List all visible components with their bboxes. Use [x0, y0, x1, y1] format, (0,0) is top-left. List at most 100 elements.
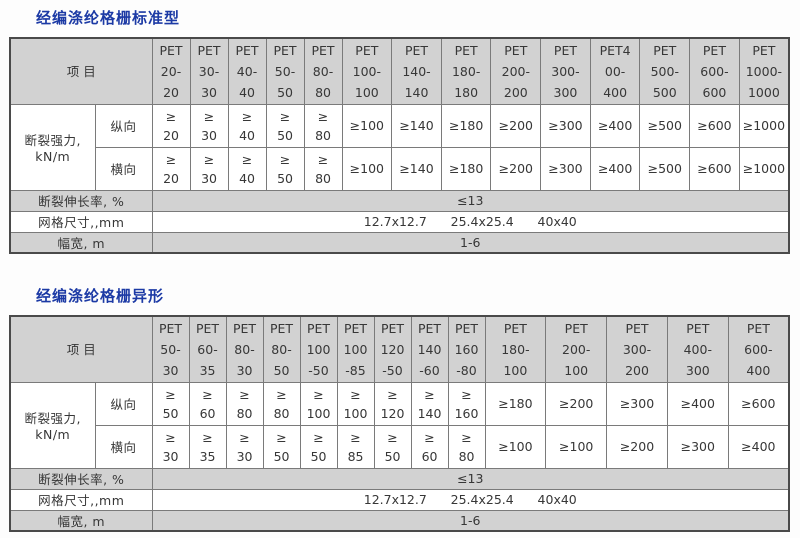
pet-column-header: PET 180- 100	[484, 315, 547, 383]
strength-value-cell: ≥100	[484, 424, 547, 469]
pet-column-header: PET 60- 35	[188, 315, 227, 383]
pet-column-header: PET 600- 600	[689, 37, 740, 105]
strength-value-cell: ≥ 35	[188, 424, 227, 469]
strength-value-cell: ≥300	[666, 424, 729, 469]
pet-column-header: PET 600- 400	[727, 315, 790, 383]
pet-column-header: PET 200- 100	[545, 315, 608, 383]
strength-value-cell: ≥ 80	[447, 424, 486, 469]
breaking-strength-label: 断裂强力, kN/m	[9, 103, 96, 191]
header-row: 项 目 PET 20- 20 PET 30- 30 PET 40- 40 PET 50-…	[9, 37, 790, 105]
pet-column-header: PET 400- 300	[666, 315, 729, 383]
strength-value-cell: ≥600	[689, 103, 740, 148]
elongation-row-label: 断裂伸长率, %	[9, 467, 153, 490]
strength-value-cell: ≥ 50	[151, 381, 190, 426]
strength-value-cell: ≥ 20	[151, 103, 191, 148]
mesh-size-row-value: 12.7x12.7 25.4x25.4 40x40	[151, 210, 790, 233]
pet-column-header: PET 300- 300	[540, 37, 591, 105]
pet-column-header: PET 140- 140	[391, 37, 442, 105]
strength-value-cell: ≥400	[589, 146, 641, 191]
pet-column-header: PET 100- 100	[341, 37, 393, 105]
strength-value-cell: ≥180	[484, 381, 547, 426]
strength-value-cell: ≥ 50	[373, 424, 412, 469]
strength-value-cell: ≥ 80	[225, 381, 264, 426]
strength-value-cell: ≥ 100	[336, 381, 375, 426]
pet-column-header: PET 160 -80	[447, 315, 486, 383]
pet-column-header: PET4 00- 400	[589, 37, 641, 105]
strength-value-cell: ≥300	[540, 103, 591, 148]
longitudinal-row: 断裂强力, kN/m 纵向 ≥ 50 ≥ 60 ≥ 80 ≥ 80 ≥ 100 ≥ 100 ≥ …	[9, 381, 790, 469]
strength-value-cell: ≥180	[440, 103, 492, 148]
strength-value-cell: ≥200	[606, 424, 668, 469]
strength-value-cell: ≥400	[589, 103, 641, 148]
strength-value-cell: ≥ 40	[227, 146, 267, 191]
strength-value-cell: ≥200	[490, 146, 542, 191]
strength-value-cell: ≥200	[545, 381, 608, 426]
strength-value-cell: ≥180	[440, 146, 492, 191]
special-shape-spec-table: 项 目 PET 50- 30 PET 60- 35 PET 80- 30 PET 80-…	[9, 315, 790, 532]
width-row-label: 幅宽, m	[9, 231, 153, 254]
pet-column-header: PET 200- 200	[490, 37, 542, 105]
strength-value-cell: ≥400	[727, 424, 790, 469]
strength-value-cell: ≥ 80	[262, 381, 301, 426]
pet-column-header: PET 100 -50	[299, 315, 338, 383]
strength-value-cell: ≥300	[540, 146, 591, 191]
special-shape-table-container: 项 目 PET 50- 30 PET 60- 35 PET 80- 30 PET 80-…	[9, 315, 791, 532]
longitudinal-row: 断裂强力, kN/m 纵向 ≥ 20 ≥ 30 ≥ 40 ≥ 50 ≥ 80 ≥100 ≥140…	[9, 103, 790, 191]
mesh-size-row-label: 网格尺寸,,mm	[9, 210, 153, 233]
width-row: 幅宽, m 1-6	[9, 509, 790, 532]
strength-value-cell: ≥100	[341, 103, 393, 148]
elongation-row-value: ≤13	[151, 189, 790, 212]
item-header-cell: 项 目	[9, 315, 153, 383]
mesh-size-row: 网格尺寸,,mm 12.7x12.7 25.4x25.4 40x40	[9, 488, 790, 511]
mesh-size-row: 网格尺寸,,mm 12.7x12.7 25.4x25.4 40x40	[9, 210, 790, 233]
strength-value-cell: ≥ 30	[225, 424, 264, 469]
elongation-row: 断裂伸长率, % ≤13	[9, 189, 790, 212]
strength-value-cell: ≥600	[689, 146, 740, 191]
width-row: 幅宽, m 1-6	[9, 231, 790, 254]
pet-column-header: PET 180- 180	[440, 37, 492, 105]
width-row-value: 1-6	[151, 509, 790, 532]
pet-column-header: PET 140 -60	[410, 315, 449, 383]
pet-column-header: PET 1000- 1000	[738, 37, 790, 105]
pet-column-header: PET 30- 30	[189, 37, 229, 105]
breaking-strength-label: 断裂强力, kN/m	[9, 381, 96, 469]
strength-value-cell: ≥ 20	[151, 146, 191, 191]
transverse-row: 横向 ≥ 20 ≥ 30 ≥ 40 ≥ 50 ≥ 80 ≥100 ≥140 ≥180 ≥200 ≥3…	[10, 146, 790, 191]
strength-value-cell: ≥ 50	[299, 424, 338, 469]
strength-value-cell: ≥ 30	[189, 103, 229, 148]
strength-value-cell: ≥300	[606, 381, 668, 426]
strength-value-cell: ≥200	[490, 103, 542, 148]
strength-value-cell: ≥ 60	[410, 424, 449, 469]
strength-value-cell: ≥ 30	[189, 146, 229, 191]
pet-column-header: PET 300- 200	[606, 315, 668, 383]
special-shape-table-title: 经编涤纶格栅异形	[36, 287, 165, 305]
direction-label: 纵向	[94, 103, 153, 148]
mesh-size-row-label: 网格尺寸,,mm	[9, 488, 153, 511]
strength-value-cell: ≥100	[545, 424, 608, 469]
pet-column-header: PET 50- 50	[265, 37, 305, 105]
strength-value-cell: ≥ 160	[447, 381, 486, 426]
strength-value-cell: ≥500	[639, 103, 691, 148]
elongation-row: 断裂伸长率, % ≤13	[9, 467, 790, 490]
item-header-cell: 项 目	[9, 37, 153, 105]
direction-label: 横向	[94, 424, 153, 469]
width-row-value: 1-6	[151, 231, 790, 254]
strength-value-cell: ≥ 50	[262, 424, 301, 469]
width-row-label: 幅宽, m	[9, 509, 153, 532]
strength-value-cell: ≥ 80	[303, 103, 343, 148]
strength-value-cell: ≥ 50	[265, 103, 305, 148]
strength-value-cell: ≥ 30	[151, 424, 190, 469]
strength-value-cell: ≥500	[639, 146, 691, 191]
strength-value-cell: ≥140	[391, 103, 442, 148]
pet-column-header: PET 50- 30	[151, 315, 190, 383]
header-row: 项 目 PET 50- 30 PET 60- 35 PET 80- 30 PET 80-…	[9, 315, 790, 383]
transverse-row: 横向 ≥ 30 ≥ 35 ≥ 30 ≥ 50 ≥ 50 ≥ 85 ≥ 50 ≥ 60 ≥ 80 ≥1…	[10, 424, 790, 469]
pet-column-header: PET 80- 30	[225, 315, 264, 383]
strength-value-cell: ≥ 80	[303, 146, 343, 191]
strength-value-cell: ≥ 40	[227, 103, 267, 148]
strength-value-cell: ≥ 60	[188, 381, 227, 426]
strength-value-cell: ≥ 85	[336, 424, 375, 469]
strength-value-cell: ≥1000	[738, 103, 790, 148]
standard-table-container: 项 目 PET 20- 20 PET 30- 30 PET 40- 40 PET 50-…	[9, 37, 791, 254]
pet-column-header: PET 500- 500	[639, 37, 691, 105]
